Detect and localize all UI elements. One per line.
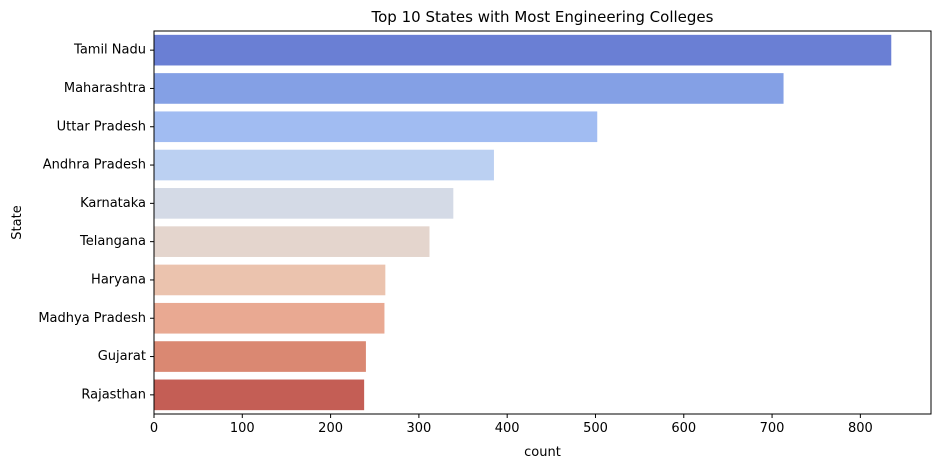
y-tick-label: Telangana [79,234,146,249]
bar-uttar-pradesh [154,111,598,143]
x-tick-label: 700 [760,421,785,436]
bar-madhya-pradesh [154,302,385,334]
x-tick-label: 800 [848,421,873,436]
y-axis-title: State [10,205,25,239]
bar-rajasthan [154,379,365,411]
y-tick-label: Haryana [91,272,146,287]
y-tick-label: Rajasthan [81,387,146,402]
y-tick-label: Tamil Nadu [73,43,146,58]
y-tick-label: Madhya Pradesh [38,311,146,326]
bar-telangana [154,226,430,257]
x-tick-label: 300 [406,421,431,436]
bar-maharashtra [154,73,784,104]
y-tick-label: Andhra Pradesh [43,158,146,173]
bar-karnataka [154,188,454,219]
x-tick-label: 600 [671,421,696,436]
bar-haryana [154,264,386,296]
x-tick-label: 100 [230,421,255,436]
y-tick-layer: Tamil Nadu Maharashtra Uttar Pradesh Andhra… [38,43,154,402]
x-tick-label: 400 [495,421,520,436]
bar-tamil-nadu [154,34,892,66]
bar-gujarat [154,341,366,372]
y-tick-label: Gujarat [98,349,146,364]
plot-frame [153,30,932,415]
bars-layer [154,34,892,411]
x-tick-label: 0 [150,421,158,436]
y-tick-label: Karnataka [80,196,146,211]
bar-andhra-pradesh [154,149,494,181]
x-tick-label: 200 [318,421,343,436]
x-tick-layer: 0 100 200 300 400 500 600 700 800 [150,414,873,436]
x-axis-title: count [524,445,561,460]
y-tick-label: Uttar Pradesh [57,119,146,134]
x-tick-label: 500 [583,421,608,436]
y-tick-label: Maharashtra [64,81,146,96]
chart-title: Top 10 States with Most Engineering Coll… [371,8,714,26]
